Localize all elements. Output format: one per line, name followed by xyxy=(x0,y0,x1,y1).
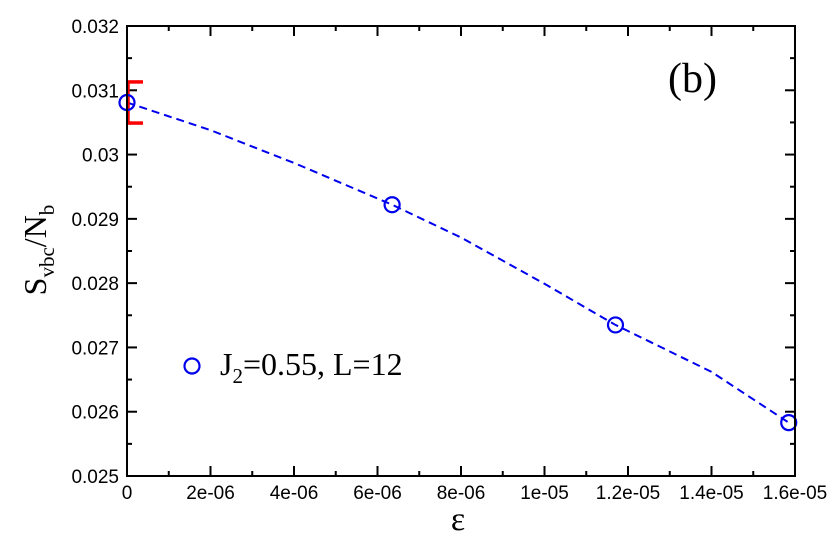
panel-label: (b) xyxy=(668,56,717,102)
x-tick-labels: 0 2e-06 4e-06 6e-06 8e-06 1e-05 1.2e-05 1.4e-05… xyxy=(122,483,828,504)
y-tick-labels: 0.025 0.026 0.027 0.028 0.029 0.03 0.031 0.032 xyxy=(71,17,119,488)
y-axis-title-mid: /N xyxy=(17,215,53,247)
y-tick-label: 0.032 xyxy=(71,17,119,38)
y-axis-title-main: S xyxy=(17,278,53,296)
y-tick-label: 0.031 xyxy=(71,81,119,102)
y-tick-label: 0.03 xyxy=(82,146,119,167)
y-tick-label: 0.029 xyxy=(71,210,119,231)
x-axis-title: ε xyxy=(451,501,465,537)
y-tick-label: 0.025 xyxy=(71,467,119,488)
x-tick-label: 1.4e-05 xyxy=(679,483,743,504)
y-axis-title-sub2: b xyxy=(35,205,59,216)
x-tick-label: 2e-06 xyxy=(186,483,235,504)
x-tick-label: 6e-06 xyxy=(353,483,402,504)
legend-label-a: J xyxy=(220,346,232,382)
x-tick-label: 4e-06 xyxy=(270,483,319,504)
y-tick-label: 0.027 xyxy=(71,338,119,359)
y-tick-label: 0.026 xyxy=(71,403,119,424)
x-tick-label: 0 xyxy=(122,483,133,504)
fit-curve-layer xyxy=(126,101,790,424)
fit-curve xyxy=(126,101,790,424)
x-tick-label: 1.2e-05 xyxy=(596,483,660,504)
data-point xyxy=(383,196,401,214)
y-tick-label: 0.028 xyxy=(71,274,119,295)
y-axis-title-sub1: vbc xyxy=(35,247,59,277)
y-axis-title: Svbc/Nb xyxy=(17,205,59,296)
plot-frame xyxy=(126,25,796,477)
legend-label-sub: 2 xyxy=(232,364,243,388)
legend-marker xyxy=(183,357,201,375)
data-point xyxy=(780,414,798,432)
legend-label: J2=0.55, L=12 xyxy=(220,346,403,388)
data-point xyxy=(606,316,625,334)
x-tick-label: 1e-05 xyxy=(520,483,569,504)
x-tick-label: 8e-06 xyxy=(437,483,486,504)
legend: J2=0.55, L=12 xyxy=(183,346,403,388)
legend-label-b: =0.55, L=12 xyxy=(243,346,403,382)
x-tick-label: 1.6e-05 xyxy=(763,483,827,504)
